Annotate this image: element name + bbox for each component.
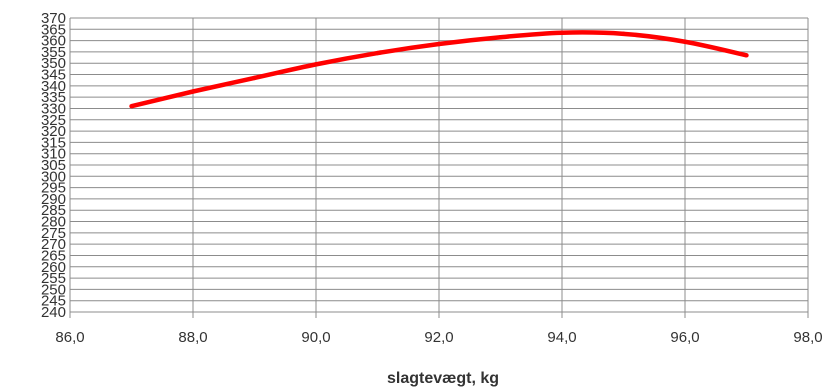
y-tick-label: 360 [41, 33, 66, 50]
y-tick-label: 340 [41, 78, 66, 95]
data-point [190, 89, 196, 94]
x-tick-label: 98,0 [793, 329, 822, 346]
axes [69, 18, 808, 313]
x-axis-title: slagtevægt, kg [387, 370, 499, 387]
gridlines [69, 17, 809, 318]
y-tick-label: 310 [41, 146, 66, 163]
y-tick-label: 240 [41, 304, 66, 321]
x-tick-label: 86,0 [55, 329, 84, 346]
y-tick-label: 350 [41, 55, 66, 72]
y-tick-label: 315 [41, 134, 66, 151]
data-point [252, 75, 257, 81]
y-tick-label: 335 [41, 89, 66, 106]
y-tick-label: 345 [41, 67, 66, 84]
data-point [744, 53, 749, 58]
y-tick-label: 275 [41, 225, 66, 242]
y-tick-label: 245 [41, 293, 66, 310]
data-point [498, 35, 503, 40]
y-tick-label: 270 [41, 236, 66, 253]
tick-labels: 2402452502552602652702752802852902953003… [41, 10, 823, 346]
y-tick-label: 280 [41, 214, 66, 231]
y-tick-label: 300 [41, 168, 66, 185]
y-tick-label: 265 [41, 247, 66, 264]
x-tick-label: 92,0 [424, 329, 453, 346]
data-point [682, 39, 688, 44]
y-tick-label: 260 [41, 259, 66, 276]
x-tick-label: 88,0 [178, 329, 207, 346]
x-tick-label: 96,0 [670, 329, 699, 346]
y-tick-label: 325 [41, 112, 66, 129]
y-tick-label: 355 [41, 44, 66, 61]
y-tick-label: 370 [41, 10, 66, 27]
y-tick-label: 320 [41, 123, 66, 140]
y-tick-label: 250 [41, 281, 66, 298]
y-tick-label: 290 [41, 191, 66, 208]
data-point [621, 31, 626, 37]
data-point [375, 50, 380, 56]
y-tick-label: 285 [41, 202, 66, 219]
data-point [313, 62, 319, 67]
data-point [559, 30, 565, 35]
data-point [436, 41, 442, 47]
y-tick-label: 295 [41, 180, 66, 197]
x-tick-label: 90,0 [301, 329, 330, 346]
data-point [129, 104, 134, 109]
x-tick-label: 94,0 [547, 329, 576, 346]
y-tick-label: 255 [41, 270, 66, 287]
y-tick-label: 305 [41, 157, 66, 174]
y-tick-label: 365 [41, 21, 66, 38]
y-tick-label: 330 [41, 100, 66, 117]
series-layer [129, 30, 749, 109]
